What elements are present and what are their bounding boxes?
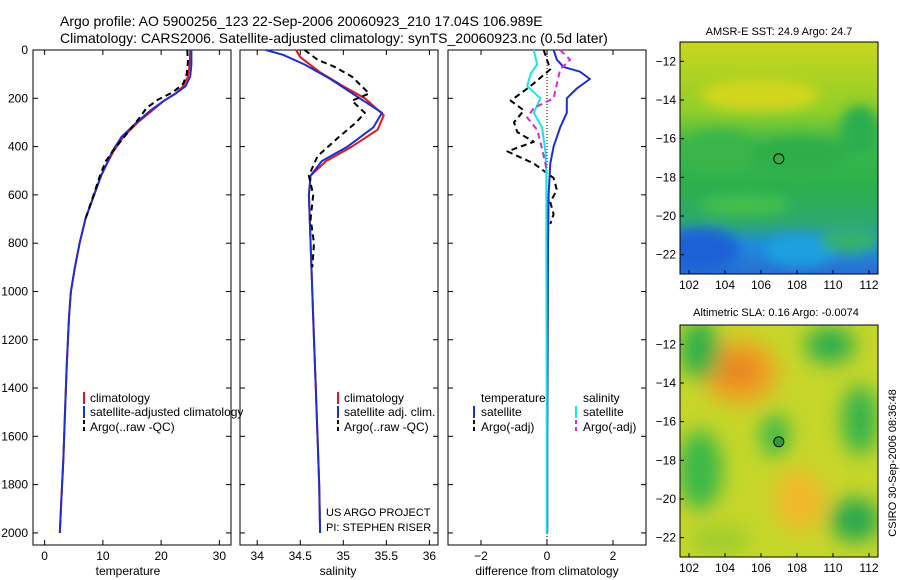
legend-satellite: satellite-adjusted climatology xyxy=(90,405,243,419)
sst-map-x-tick-label: 110 xyxy=(823,278,842,292)
difference-profile-salinity-satellite-line xyxy=(526,49,548,533)
sst-map-x-tick-label: 102 xyxy=(679,278,699,292)
sla-map-x-tick-label: 106 xyxy=(751,561,771,575)
legend-argo: Argo(..raw -QC) xyxy=(90,420,175,434)
sst-map-x-tick-label: 108 xyxy=(787,278,807,292)
sla-map-y-tick-label: −20 xyxy=(656,492,677,506)
sst-map-y-tick-label: −16 xyxy=(656,132,677,146)
sla-map-y-tick-label: −18 xyxy=(656,453,677,467)
side-credit: CSIRO 30-Sep-2006 08:36:48 xyxy=(887,389,899,536)
difference-profile-salinity-argo-line xyxy=(526,49,572,171)
sla-map-x-tick-label: 110 xyxy=(823,561,842,575)
sla-map-y-tick-label: −16 xyxy=(656,415,677,429)
sst-map-y-tick-label: −18 xyxy=(656,170,677,184)
salinity-axis-label: salinity xyxy=(320,564,357,578)
depth-tick-label: 1400 xyxy=(1,381,28,395)
sst-map-x-tick-label: 112 xyxy=(859,278,878,292)
salinity-legend-climatology: climatology xyxy=(344,391,404,405)
depth-tick-label: 600 xyxy=(8,188,28,202)
depth-tick-label: 200 xyxy=(8,91,28,105)
sst-map-y-tick-label: −14 xyxy=(656,93,677,107)
sst-map-y-tick-label: −20 xyxy=(656,209,677,223)
difference-profile-x-tick-label: 0 xyxy=(544,549,551,563)
title-line-1: Argo profile: AO 5900256_123 22-Sep-2006… xyxy=(60,13,543,29)
pi-label: PI: STEPHEN RISER xyxy=(326,522,431,534)
legend-climatology: climatology xyxy=(90,391,150,405)
sst-argo-marker xyxy=(773,153,785,165)
difference-profile-x-tick-label: −2 xyxy=(474,549,488,563)
salinity-legend-argo: Argo(..raw -QC) xyxy=(344,420,429,434)
salinity-profile-x-tick-label: 35.5 xyxy=(375,549,399,563)
temperature-profile-x-tick-label: 20 xyxy=(154,549,168,563)
sla-map-y-tick-label: −12 xyxy=(656,337,677,351)
difference-profile-x-tick-label: 2 xyxy=(610,549,617,563)
temperature-profile-x-tick-label: 0 xyxy=(41,549,48,563)
legend-temp-satellite: satellite xyxy=(481,405,522,419)
depth-tick-label: 1800 xyxy=(1,478,28,492)
temperature-axis-label: temperature xyxy=(96,564,161,578)
temperature-panel xyxy=(32,49,232,546)
sst-map-y-tick-label: −12 xyxy=(656,54,677,68)
sst-map-y-tick-label: −22 xyxy=(656,248,677,262)
sla-map-x-tick-label: 108 xyxy=(787,561,807,575)
legend-title-temperature: temperature xyxy=(481,391,546,405)
temperature-profile-x-tick-label: 30 xyxy=(213,549,227,563)
sla-map-x-tick-label: 104 xyxy=(715,561,735,575)
temperature-profile-x-tick-label: 10 xyxy=(96,549,110,563)
difference-profile-temperature-argo-line xyxy=(506,49,558,225)
difference-legend: temperature salinity satellite Argo(-adj… xyxy=(473,391,636,434)
project-label: US ARGO PROJECT xyxy=(326,507,431,519)
difference-profile-temperature-satellite-line xyxy=(546,49,591,533)
salinity-legend: climatology satellite adj. clim. Argo(..… xyxy=(337,391,435,434)
sla-map-title: Altimetric SLA: 0.16 Argo: -0.0074 xyxy=(693,307,859,319)
sla-map-y-tick-label: −22 xyxy=(656,531,677,545)
salinity-profile-x-tick-label: 34 xyxy=(251,549,265,563)
sla-map-x-tick-label: 112 xyxy=(859,561,878,575)
legend-temp-argo: Argo(-adj) xyxy=(481,420,534,434)
sst-map-title: AMSR-E SST: 24.9 Argo: 24.7 xyxy=(706,26,853,38)
legend-title-salinity: salinity xyxy=(583,391,620,405)
sst-map-x-tick-label: 106 xyxy=(751,278,771,292)
salinity-profile-x-tick-label: 35 xyxy=(337,549,351,563)
legend-sal-satellite: satellite xyxy=(583,405,624,419)
depth-tick-label: 1600 xyxy=(1,429,28,443)
depth-tick-label: 0 xyxy=(21,43,28,57)
sla-map: Altimetric SLA: 0.16 Argo: -0.0074 102 10… xyxy=(656,307,879,575)
temperature-profile-satellite-line xyxy=(58,50,193,533)
sla-map-x-tick-label: 102 xyxy=(679,561,699,575)
sst-map: AMSR-E SST: 24.9 Argo: 24.7 102 104 106 108… xyxy=(656,26,879,292)
depth-tick-label: 1200 xyxy=(1,333,28,347)
salinity-profile-x-tick-label: 36 xyxy=(423,549,437,563)
salinity-profile-x-tick-label: 34.5 xyxy=(289,549,313,563)
sla-map-y-tick-label: −14 xyxy=(656,376,677,390)
depth-tick-label: 800 xyxy=(8,236,28,250)
depth-tick-label: 2000 xyxy=(1,526,28,540)
legend-sal-argo: Argo(-adj) xyxy=(583,420,636,434)
depth-tick-label: 1000 xyxy=(1,284,28,298)
salinity-panel xyxy=(239,49,439,546)
sst-map-x-tick-label: 104 xyxy=(715,278,735,292)
salinity-profile-satellite-line xyxy=(265,49,383,533)
sla-argo-marker xyxy=(773,436,785,448)
title-line-2: Climatology: CARS2006. Satellite-adjuste… xyxy=(60,30,608,46)
depth-tick-label: 400 xyxy=(8,140,28,154)
difference-axis-label: difference from climatology xyxy=(475,564,618,578)
salinity-legend-satellite: satellite adj. clim. xyxy=(344,405,435,419)
temperature-profile-argo-line xyxy=(84,49,189,220)
salinity-profile-argo-line xyxy=(303,49,371,268)
temperature-legend: climatology satellite-adjusted climatolo… xyxy=(83,391,243,434)
